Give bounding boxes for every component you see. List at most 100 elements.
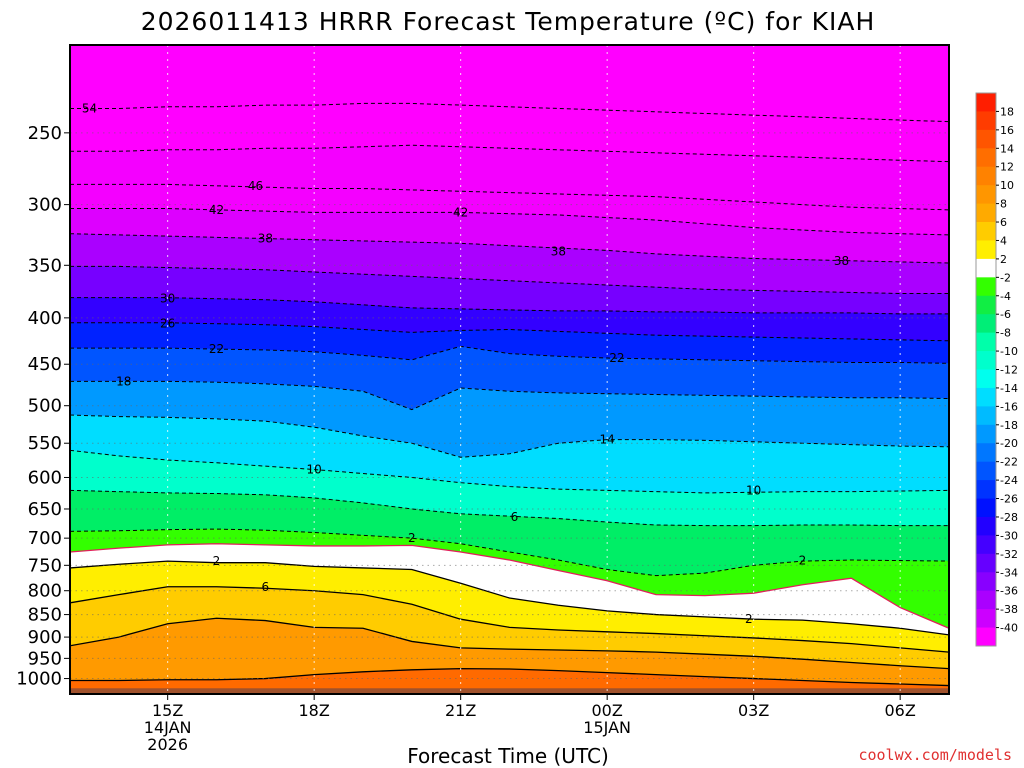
contour-label: 54: [82, 101, 97, 115]
y-tick-label: 250: [28, 123, 62, 144]
colorbar-swatch: [976, 535, 996, 555]
colorbar-label: 2: [1000, 253, 1007, 266]
colorbar-swatch: [976, 553, 996, 573]
x-axis-label: Forecast Time (UTC): [407, 744, 609, 768]
y-tick-label: 700: [28, 528, 62, 549]
colorbar-swatch: [976, 443, 996, 463]
contour-label: 38: [834, 254, 849, 268]
plot-area: [70, 45, 949, 694]
contour-label: 2: [213, 554, 221, 568]
colorbar-label: -34: [1000, 566, 1018, 579]
colorbar-swatch: [976, 480, 996, 499]
colorbar-label: -26: [1000, 493, 1018, 506]
contour-line: [70, 449, 949, 494]
contour-label: 2: [799, 554, 807, 568]
colorbar-swatch: [976, 240, 996, 260]
colorbar-swatch: [976, 351, 996, 370]
contour-label: 42: [209, 203, 224, 217]
colorbar-swatch: [976, 148, 996, 168]
colorbar-label: -28: [1000, 511, 1018, 524]
colorbar-swatch: [976, 222, 996, 241]
contour-label: 2: [745, 612, 753, 626]
contour-label: 38: [551, 245, 566, 259]
y-tick-label: 600: [28, 467, 62, 488]
grid-lines: [70, 45, 949, 694]
colorbar-label: -20: [1000, 437, 1018, 450]
colorbar-swatch: [976, 111, 996, 131]
colorbar-label: -10: [1000, 345, 1018, 358]
y-tick-label: 300: [28, 195, 62, 216]
y-tick-label: 450: [28, 354, 62, 375]
y-tick-label: 750: [28, 555, 62, 576]
x-tick-label: 18Z: [299, 701, 330, 720]
y-tick-label: 950: [28, 648, 62, 669]
y-tick-label: 350: [28, 255, 62, 276]
colorbar-label: -32: [1000, 548, 1018, 561]
colorbar-swatch: [976, 129, 996, 149]
contour-line: [70, 528, 949, 577]
x-tick-label: 2026: [147, 735, 188, 754]
colorbar-swatch: [976, 572, 996, 592]
colorbar-label: -14: [1000, 382, 1018, 395]
colorbar-swatch: [976, 314, 996, 334]
colorbar: 18 16 14 12 10 8 6 4 2 -2 -4 -6 -8 -10 -12 -14 -16 -18 -20…: [975, 92, 1018, 647]
colorbar-label: -18: [1000, 419, 1018, 432]
colorbar-swatch: [976, 295, 996, 315]
colorbar-label: -36: [1000, 585, 1018, 598]
ground-surface: [70, 688, 949, 694]
colorbar-swatch: [976, 387, 996, 407]
colorbar-swatch: [976, 609, 996, 628]
contour-line: [70, 667, 949, 687]
colorbar-label: -6: [1000, 308, 1011, 321]
y-tick-label: 900: [28, 627, 62, 648]
contour-label: 14: [600, 433, 615, 447]
colorbar-label: 6: [1000, 216, 1007, 229]
contour-label: 38: [258, 232, 273, 246]
colorbar-label: 12: [1000, 161, 1014, 174]
colorbar-swatch: [976, 277, 996, 297]
colorbar-label: 14: [1000, 142, 1014, 155]
contour-label: 6: [511, 510, 519, 524]
y-tick-label: 800: [28, 581, 62, 602]
x-tick-label: 14JAN: [144, 718, 192, 737]
contour-line: [70, 586, 949, 653]
y-tick-label: 550: [28, 433, 62, 454]
x-tick-label: 00Z: [592, 701, 623, 720]
y-tick-label: 500: [28, 396, 62, 417]
colorbar-label: 16: [1000, 124, 1014, 137]
colorbar-swatch: [976, 516, 996, 536]
contour-label: 10: [746, 483, 761, 497]
colorbar-swatch: [976, 406, 996, 426]
contour-label: 10: [307, 463, 322, 477]
contour-label: 46: [248, 179, 263, 193]
y-tick-label: 400: [28, 308, 62, 329]
colorbar-swatch: [976, 498, 996, 518]
contour-label: 22: [609, 351, 624, 365]
colorbar-label: -16: [1000, 400, 1018, 413]
colorbar-label: -4: [1000, 290, 1011, 303]
y-tick-label: 1000: [16, 669, 62, 690]
contour-line: [70, 543, 949, 629]
contour-label: 26: [160, 317, 175, 331]
colorbar-label: -22: [1000, 456, 1018, 469]
colorbar-swatch: [976, 461, 996, 481]
colorbar-label: -8: [1000, 327, 1011, 340]
x-tick-label: 15Z: [152, 701, 183, 720]
contour-line: [70, 560, 949, 636]
colorbar-swatch: [976, 627, 996, 647]
x-tick-label: 06Z: [885, 701, 916, 720]
colorbar-swatch: [976, 590, 996, 610]
contour-label: 2: [408, 531, 416, 545]
colorbar-label: 18: [1000, 105, 1014, 118]
colorbar-label: 10: [1000, 179, 1014, 192]
credit-text: coolwx.com/models: [858, 746, 1012, 764]
colorbar-label: 4: [1000, 234, 1007, 247]
contour-label: 18: [116, 374, 131, 388]
contour-label: 6: [262, 580, 270, 594]
colorbar-swatch: [976, 369, 996, 389]
y-axis: 2503003504004505005506006507007508008509…: [16, 123, 70, 690]
colorbar-label: -24: [1000, 474, 1018, 487]
colorbar-label: -12: [1000, 364, 1018, 377]
